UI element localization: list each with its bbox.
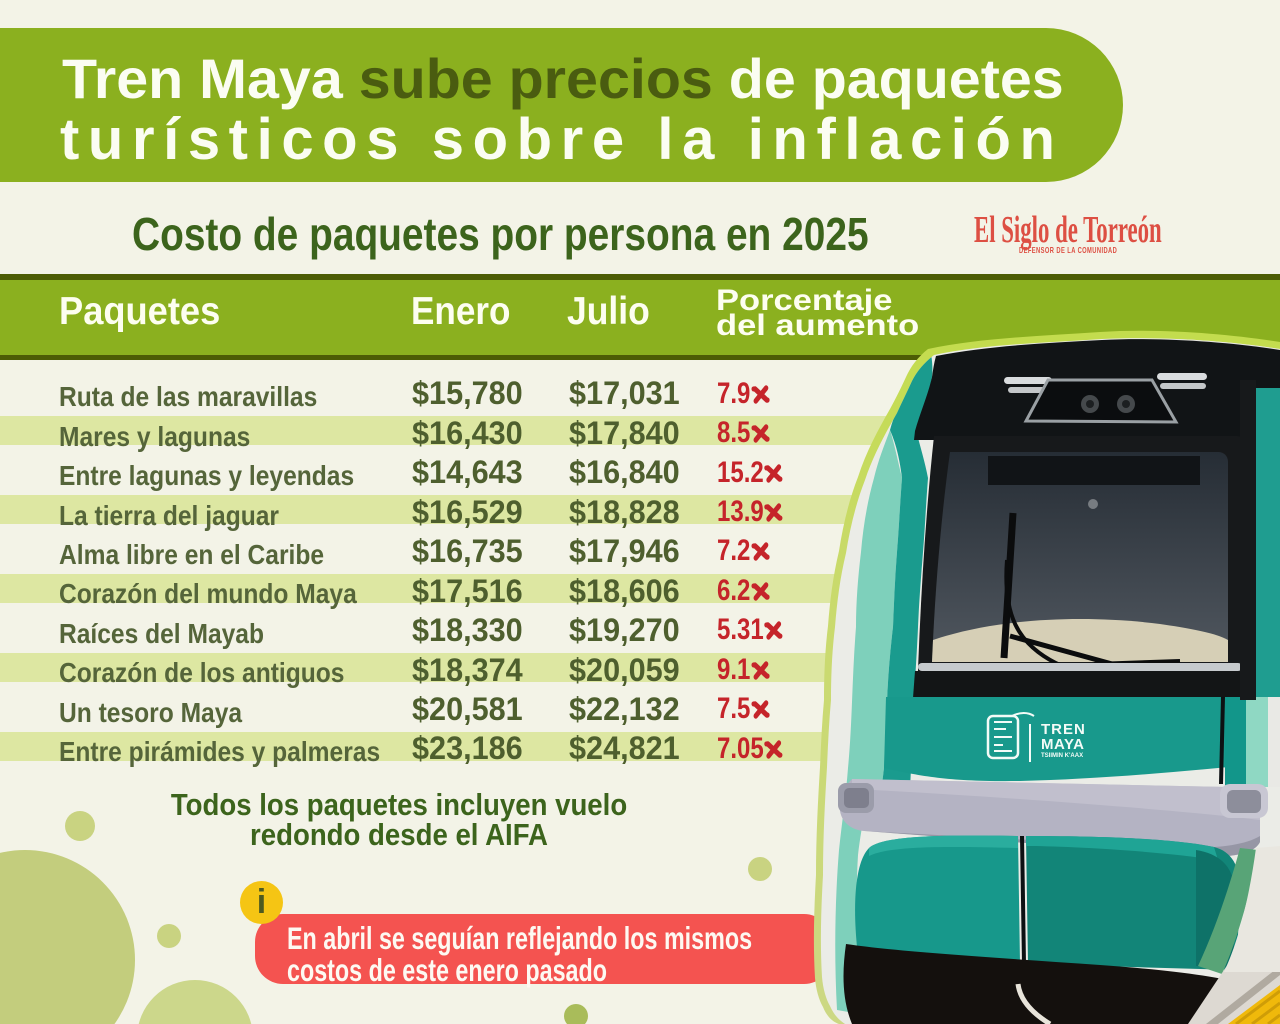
svg-text:TSIIMIN K'AAX: TSIIMIN K'AAX <box>1041 753 1083 759</box>
svg-text:TREN: TREN <box>1041 721 1086 738</box>
svg-text:MAYA: MAYA <box>1041 736 1084 753</box>
